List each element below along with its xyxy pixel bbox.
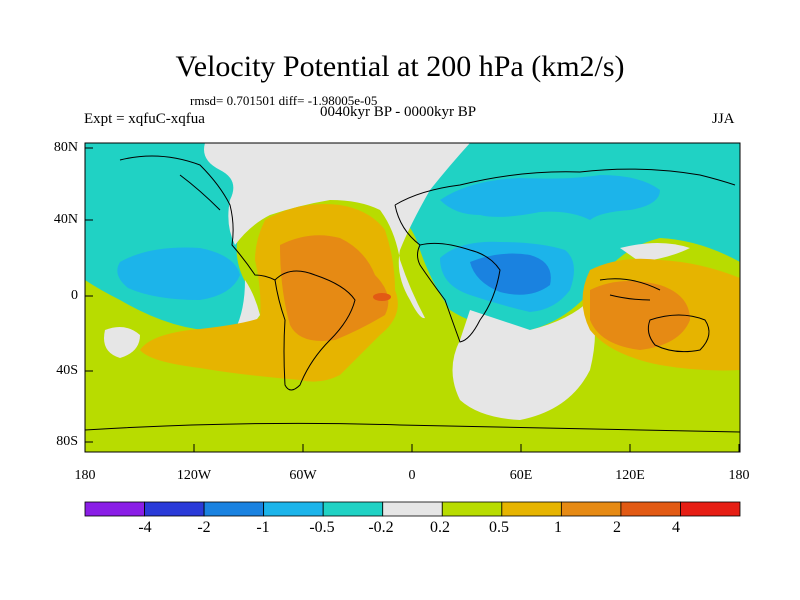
lon-tick-label: 180 <box>728 468 750 483</box>
lon-tick-label: 60E <box>509 468 533 483</box>
coast-south-america <box>274 270 356 391</box>
coast-australia <box>647 314 710 353</box>
colorbar-swatch <box>263 501 324 517</box>
field-neutral-north <box>204 143 470 319</box>
coastlines <box>85 155 740 433</box>
field-neutral-southpacific <box>104 326 140 358</box>
colorbar-swatch <box>620 501 681 517</box>
colorbar-label: 4 <box>672 519 680 536</box>
colorbar-swatch <box>501 501 562 517</box>
colorbar-swatch <box>203 501 265 517</box>
coast-eurasia <box>394 168 736 246</box>
colorbar-label: -4 <box>138 519 152 536</box>
colorbar-swatch <box>560 501 622 517</box>
stats-line: rmsd= 0.701501 diff= -1.98005e-05 <box>190 93 378 108</box>
colorbar-swatch <box>680 501 741 517</box>
lon-tick-label: 120W <box>176 468 212 483</box>
lon-tick-label: 120E <box>615 468 645 483</box>
coast-north-america <box>119 155 276 281</box>
field-neg2-neg1 <box>470 253 551 295</box>
colorbar-swatch <box>84 501 145 517</box>
colorbar-label: 2 <box>613 519 621 536</box>
colorbar-label: 1 <box>554 519 562 536</box>
colorbar-label: -0.5 <box>309 519 335 536</box>
colorbar-label: -0.2 <box>368 519 394 536</box>
axis-ticks <box>84 147 740 452</box>
season-label: JJA <box>712 111 735 127</box>
colorbar-swatch <box>382 501 443 517</box>
field-1-2-southamerica <box>280 235 389 341</box>
colorbar <box>84 501 741 517</box>
colorbar-swatch <box>144 501 205 517</box>
field-neg1-neg0.5-pacific <box>117 247 240 300</box>
lon-tick-label: 0 <box>408 468 416 483</box>
colorbar-swatch <box>441 501 503 517</box>
experiment-label: Expt = xqfuC-xqfua <box>84 111 205 127</box>
colorbar-label: 0.2 <box>430 519 450 536</box>
lat-tick-label: 80S <box>56 434 78 449</box>
field-neutral-south <box>452 300 595 420</box>
colorbar-label: -1 <box>256 519 270 536</box>
field-2-4-core <box>373 293 391 301</box>
lat-tick-label: 40S <box>56 363 78 378</box>
field-neg1-neg0.5-north <box>440 175 660 220</box>
contour-fill <box>85 143 740 452</box>
lat-tick-label: 40N <box>53 212 78 227</box>
coast-maritime <box>599 278 661 301</box>
coast-antarctica <box>85 422 740 433</box>
coast-africa <box>417 242 501 343</box>
chart-title: Velocity Potential at 200 hPa (km2/s) <box>175 50 625 83</box>
colorbar-label: 0.5 <box>489 519 509 536</box>
period-label: 0040kyr BP - 0000kyr BP <box>320 104 477 120</box>
colorbar-label: -2 <box>197 519 211 536</box>
lon-tick-label: 60W <box>289 468 317 483</box>
field-neutral-pacific <box>235 280 260 330</box>
field-neutral-westpacific <box>620 243 690 262</box>
lon-tick-label: 180 <box>74 468 96 483</box>
lat-tick-label: 80N <box>53 140 78 155</box>
colorbar-swatch <box>322 501 384 517</box>
lat-tick-label: 0 <box>71 288 78 303</box>
field-1-2-indopacific <box>590 281 690 350</box>
